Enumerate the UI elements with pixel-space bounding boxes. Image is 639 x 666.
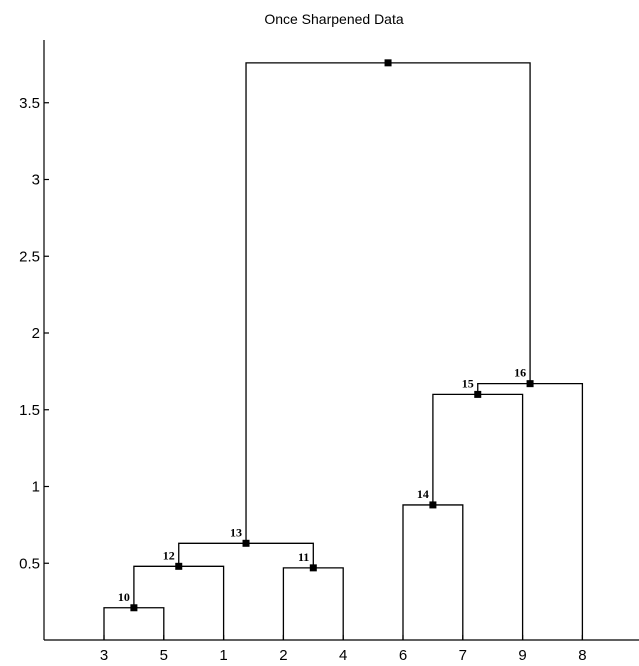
merge-labels: 10 11 12 13 14 15 16 [118, 366, 526, 604]
dendrogram-link [402, 504, 464, 640]
y-tick-label: 3 [32, 172, 40, 189]
x-tick-label: 3 [100, 647, 108, 664]
y-tick-label: 1.5 [19, 402, 40, 419]
x-tick-label: 7 [459, 647, 467, 664]
x-tick-label: 9 [518, 647, 526, 664]
y-tick-label: 2 [32, 325, 40, 342]
merge-marker [384, 59, 392, 67]
merge-marker [242, 539, 250, 547]
merge-label: 12 [163, 548, 175, 562]
merge-label: 13 [230, 525, 242, 539]
merge-marker [526, 380, 534, 388]
y-axis-ticks: 0.5 1 1.5 2 2.5 3 3.5 [19, 95, 49, 572]
dendrogram-link [133, 565, 225, 640]
x-tick-label: 1 [219, 647, 227, 664]
y-tick-label: 3.5 [19, 95, 40, 112]
merge-label: 16 [514, 366, 526, 380]
x-tick-label: 6 [399, 647, 407, 664]
merge-label: 10 [118, 590, 130, 604]
y-tick-label: 0.5 [19, 555, 40, 572]
dendrogram-link [103, 607, 165, 640]
dendrogram-links [103, 62, 584, 640]
merge-marker [130, 604, 138, 612]
y-tick-label: 2.5 [19, 248, 40, 265]
x-tick-label: 8 [578, 647, 586, 664]
merge-label: 11 [298, 550, 309, 564]
dendrogram-link [477, 383, 584, 640]
x-tick-label: 5 [160, 647, 168, 664]
merge-marker [175, 562, 183, 570]
dendrogram-link [245, 62, 531, 544]
merge-markers [130, 59, 534, 612]
x-axis-ticks: 3 5 1 2 4 6 7 9 8 [100, 635, 587, 664]
merge-marker [309, 564, 317, 572]
chart-title: Once Sharpened Data [264, 11, 404, 27]
dendrogram-link [178, 542, 314, 568]
dendrogram-link [282, 567, 344, 640]
x-tick-label: 2 [279, 647, 287, 664]
x-tick-label: 4 [339, 647, 347, 664]
merge-label: 15 [462, 376, 474, 390]
merge-marker [429, 501, 437, 509]
dendrogram-link [432, 393, 524, 640]
merge-label: 14 [417, 487, 429, 501]
y-tick-label: 1 [32, 479, 40, 496]
merge-marker [474, 390, 482, 398]
